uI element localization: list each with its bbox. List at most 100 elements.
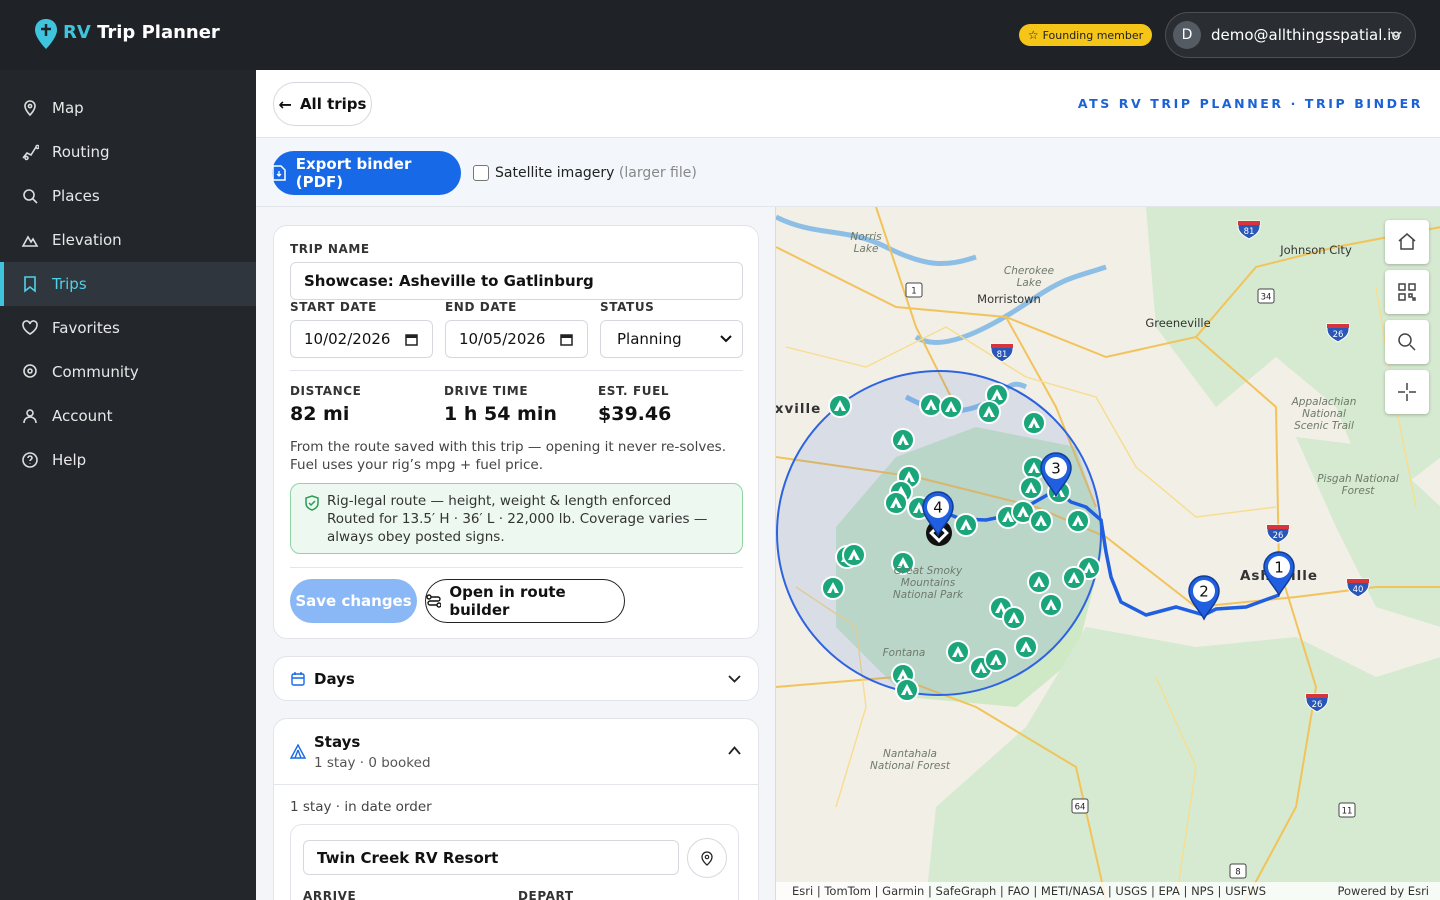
campground-marker[interactable] bbox=[984, 648, 1008, 672]
campground-marker[interactable] bbox=[1027, 570, 1051, 594]
route-stop[interactable]: 4 bbox=[922, 491, 954, 537]
status-label: STATUS bbox=[600, 300, 655, 314]
nav-item[interactable]: Help bbox=[0, 438, 256, 482]
label-line: Morristown bbox=[977, 292, 1041, 306]
map-control[interactable] bbox=[1385, 220, 1429, 264]
badge-text: Founding member bbox=[1042, 28, 1144, 42]
tent-door bbox=[907, 477, 911, 482]
control-icon bbox=[1398, 233, 1416, 250]
campground-marker[interactable] bbox=[1062, 566, 1086, 590]
icon-shape bbox=[23, 189, 38, 204]
campground-marker[interactable] bbox=[842, 543, 866, 567]
nav-item[interactable]: Routing bbox=[0, 130, 256, 174]
campground-marker[interactable] bbox=[1002, 606, 1026, 630]
shield-icon bbox=[305, 495, 319, 511]
tent-icon bbox=[903, 471, 915, 482]
shield-shape bbox=[1266, 524, 1290, 544]
start-input[interactable]: 10/02/2026 bbox=[290, 320, 433, 358]
tent-door bbox=[929, 405, 933, 410]
end-label: END DATE bbox=[445, 300, 517, 314]
campground-marker[interactable] bbox=[891, 551, 915, 575]
tent-icon bbox=[827, 582, 839, 593]
map-canvas[interactable]: Norris Lake Cherokee Lake Morristown Johnson … bbox=[776, 207, 1440, 900]
nav-icon bbox=[24, 100, 36, 117]
campground-marker[interactable] bbox=[977, 400, 1001, 424]
stat-value: 1 h 54 min bbox=[444, 403, 557, 425]
place-label: Great Smoky Mountains National Park bbox=[893, 565, 964, 601]
nav-item[interactable]: Elevation bbox=[0, 218, 256, 262]
stay-name-input[interactable]: Twin Creek RV Resort bbox=[303, 840, 679, 875]
campground-marker[interactable] bbox=[891, 428, 915, 452]
label-line: Nantahala bbox=[883, 748, 937, 760]
locate-button[interactable] bbox=[687, 838, 727, 878]
label-line: xville bbox=[776, 401, 821, 417]
brand-name: Trip Planner bbox=[97, 22, 220, 43]
campground-marker[interactable] bbox=[884, 491, 908, 515]
map[interactable]: Norris Lake Cherokee Lake Morristown Johnson … bbox=[775, 207, 1440, 900]
map-control[interactable] bbox=[1385, 320, 1429, 364]
satellite-label[interactable]: Satellite imagery (larger file) bbox=[495, 165, 697, 181]
status-select[interactable]: Planning bbox=[600, 320, 743, 358]
chevron bbox=[728, 746, 741, 755]
tent-door bbox=[831, 588, 835, 593]
nav-icon bbox=[22, 452, 38, 468]
route-stop[interactable]: 3 bbox=[1040, 452, 1072, 498]
nav-item[interactable]: Places bbox=[0, 174, 256, 218]
active-indicator bbox=[0, 262, 4, 306]
tent-door bbox=[1032, 423, 1036, 428]
campground-marker[interactable] bbox=[919, 393, 943, 417]
control-icon bbox=[1398, 333, 1416, 351]
stat-value: $39.46 bbox=[598, 403, 672, 425]
campground-marker[interactable] bbox=[946, 640, 970, 664]
highway-shield: 26 bbox=[1266, 524, 1290, 544]
tent-door bbox=[1024, 647, 1028, 652]
map-control[interactable] bbox=[1385, 270, 1429, 314]
tent-icon bbox=[995, 602, 1007, 613]
tent-icon bbox=[975, 662, 987, 673]
days-card[interactable]: Days bbox=[273, 656, 759, 701]
nav-item[interactable]: Map bbox=[0, 86, 256, 130]
pin-center bbox=[1193, 580, 1215, 602]
nav-item[interactable]: Community bbox=[0, 350, 256, 394]
nav-item[interactable]: Favorites bbox=[0, 306, 256, 350]
tent-door bbox=[905, 690, 909, 695]
export-button[interactable]: Export binder (PDF) bbox=[272, 151, 461, 195]
icon-shape bbox=[24, 276, 36, 293]
place-label: Johnson City bbox=[1279, 243, 1352, 257]
campground-marker[interactable] bbox=[1039, 593, 1063, 617]
tent-door bbox=[901, 440, 905, 445]
save-button[interactable]: Save changes bbox=[290, 579, 417, 623]
place-label: Norris Lake bbox=[850, 231, 882, 255]
user-menu[interactable]: D demo@allthingsspatial.io bbox=[1165, 12, 1416, 58]
highway-shield: 8 bbox=[1229, 863, 1247, 879]
campground-marker[interactable] bbox=[1066, 509, 1090, 533]
back-button[interactable]: ← All trips bbox=[273, 82, 372, 126]
campground-marker[interactable] bbox=[1019, 476, 1043, 500]
trip-name-input[interactable]: Showcase: Asheville to Gatlinburg bbox=[290, 262, 743, 300]
tent-icon bbox=[1008, 612, 1020, 623]
nav-item[interactable]: Trips bbox=[0, 262, 256, 306]
campground-marker[interactable] bbox=[939, 395, 963, 419]
campground-marker[interactable] bbox=[1014, 635, 1038, 659]
campground-marker[interactable] bbox=[1029, 509, 1053, 533]
route-stop[interactable]: 2 bbox=[1188, 575, 1220, 621]
tent-icon bbox=[901, 684, 913, 695]
place-label: Cherokee Lake bbox=[1004, 265, 1054, 289]
nav-item[interactable]: Account bbox=[0, 394, 256, 438]
campground-marker[interactable] bbox=[954, 513, 978, 537]
label-line: Johnson City bbox=[1279, 243, 1352, 257]
user-email: demo@allthingsspatial.io bbox=[1211, 26, 1401, 44]
map-control[interactable] bbox=[1385, 370, 1429, 414]
route-stop[interactable]: 1 bbox=[1263, 551, 1295, 597]
campground-marker[interactable] bbox=[895, 678, 919, 702]
icon-shape bbox=[22, 144, 39, 161]
builder-button[interactable]: Open in route builder bbox=[425, 579, 625, 623]
end-input[interactable]: 10/05/2026 bbox=[445, 320, 588, 358]
label-line: Norris bbox=[850, 231, 882, 243]
shield-shape bbox=[1326, 323, 1350, 343]
campground-marker[interactable] bbox=[828, 394, 852, 418]
tent-door bbox=[1021, 512, 1025, 517]
campground-marker[interactable] bbox=[1022, 411, 1046, 435]
campground-marker[interactable] bbox=[821, 576, 845, 600]
satellite-checkbox[interactable] bbox=[473, 165, 489, 181]
